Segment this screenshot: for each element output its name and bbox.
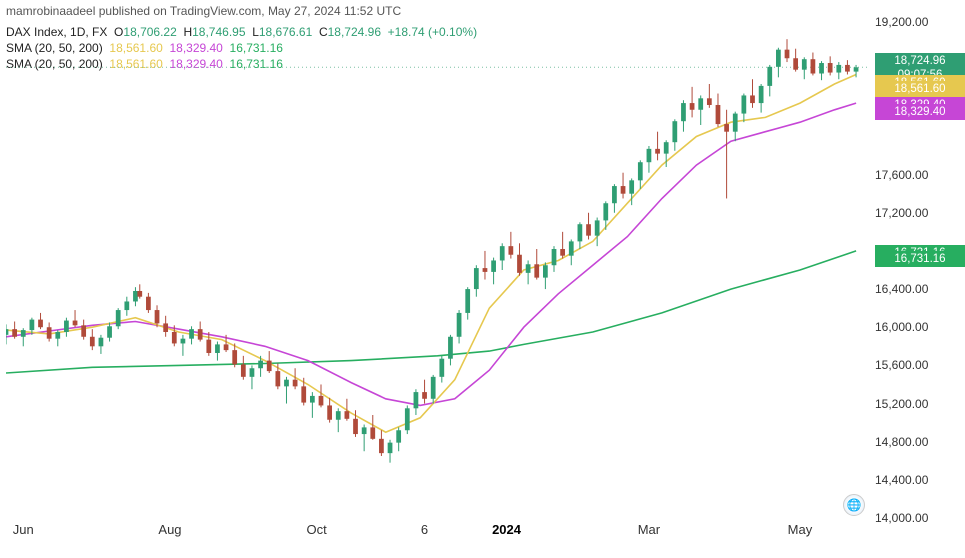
y-tick: 16,000.00 (875, 320, 928, 334)
y-tick: 19,200.00 (875, 15, 928, 29)
y-tick: 15,600.00 (875, 358, 928, 372)
y-tick: 14,400.00 (875, 473, 928, 487)
y-tick: 14,800.00 (875, 435, 928, 449)
y-tick: 14,000.00 (875, 511, 928, 525)
x-tick: 2024 (492, 522, 521, 537)
y-axis: 14,000.0014,400.0014,800.0015,200.0015,6… (869, 22, 965, 518)
price-tag: 16,731.16 (875, 251, 965, 267)
publish-info: mamrobinaadeel published on TradingView.… (6, 4, 401, 18)
x-tick: May (788, 522, 813, 537)
logo-icon: 🌐 (843, 494, 865, 516)
y-tick: 16,400.00 (875, 282, 928, 296)
y-tick: 17,600.00 (875, 168, 928, 182)
x-tick: Jun (13, 522, 34, 537)
x-tick: Mar (638, 522, 660, 537)
price-tag: 18,329.40 (875, 104, 965, 120)
price-tag: 18,561.60 (875, 81, 965, 97)
chart-plot-area[interactable] (6, 22, 869, 518)
x-tick: Aug (158, 522, 181, 537)
x-axis: Jun Aug Oct 6 2024 Mar May (6, 522, 869, 550)
x-tick: Oct (307, 522, 327, 537)
x-tick: 6 (421, 522, 428, 537)
y-tick: 17,200.00 (875, 206, 928, 220)
y-tick: 15,200.00 (875, 397, 928, 411)
